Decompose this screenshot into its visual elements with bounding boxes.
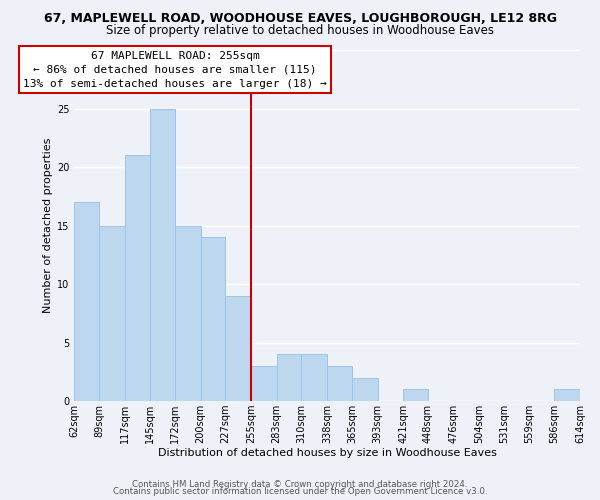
Bar [327,366,352,401]
Bar [277,354,301,401]
X-axis label: Distribution of detached houses by size in Woodhouse Eaves: Distribution of detached houses by size … [158,448,497,458]
Bar [352,378,377,401]
Text: Contains HM Land Registry data © Crown copyright and database right 2024.: Contains HM Land Registry data © Crown c… [132,480,468,489]
Bar [74,202,99,401]
Bar [150,108,175,401]
Bar [226,296,251,401]
Bar [175,226,200,401]
Text: Contains public sector information licensed under the Open Government Licence v3: Contains public sector information licen… [113,487,487,496]
Bar [554,390,580,401]
Y-axis label: Number of detached properties: Number of detached properties [43,138,53,313]
Text: Size of property relative to detached houses in Woodhouse Eaves: Size of property relative to detached ho… [106,24,494,37]
Text: 67, MAPLEWELL ROAD, WOODHOUSE EAVES, LOUGHBOROUGH, LE12 8RG: 67, MAPLEWELL ROAD, WOODHOUSE EAVES, LOU… [44,12,557,26]
Bar [99,226,125,401]
Bar [125,156,150,401]
Bar [301,354,327,401]
Bar [200,237,226,401]
Bar [403,390,428,401]
Bar [251,366,277,401]
Text: 67 MAPLEWELL ROAD: 255sqm
← 86% of detached houses are smaller (115)
13% of semi: 67 MAPLEWELL ROAD: 255sqm ← 86% of detac… [23,51,327,89]
